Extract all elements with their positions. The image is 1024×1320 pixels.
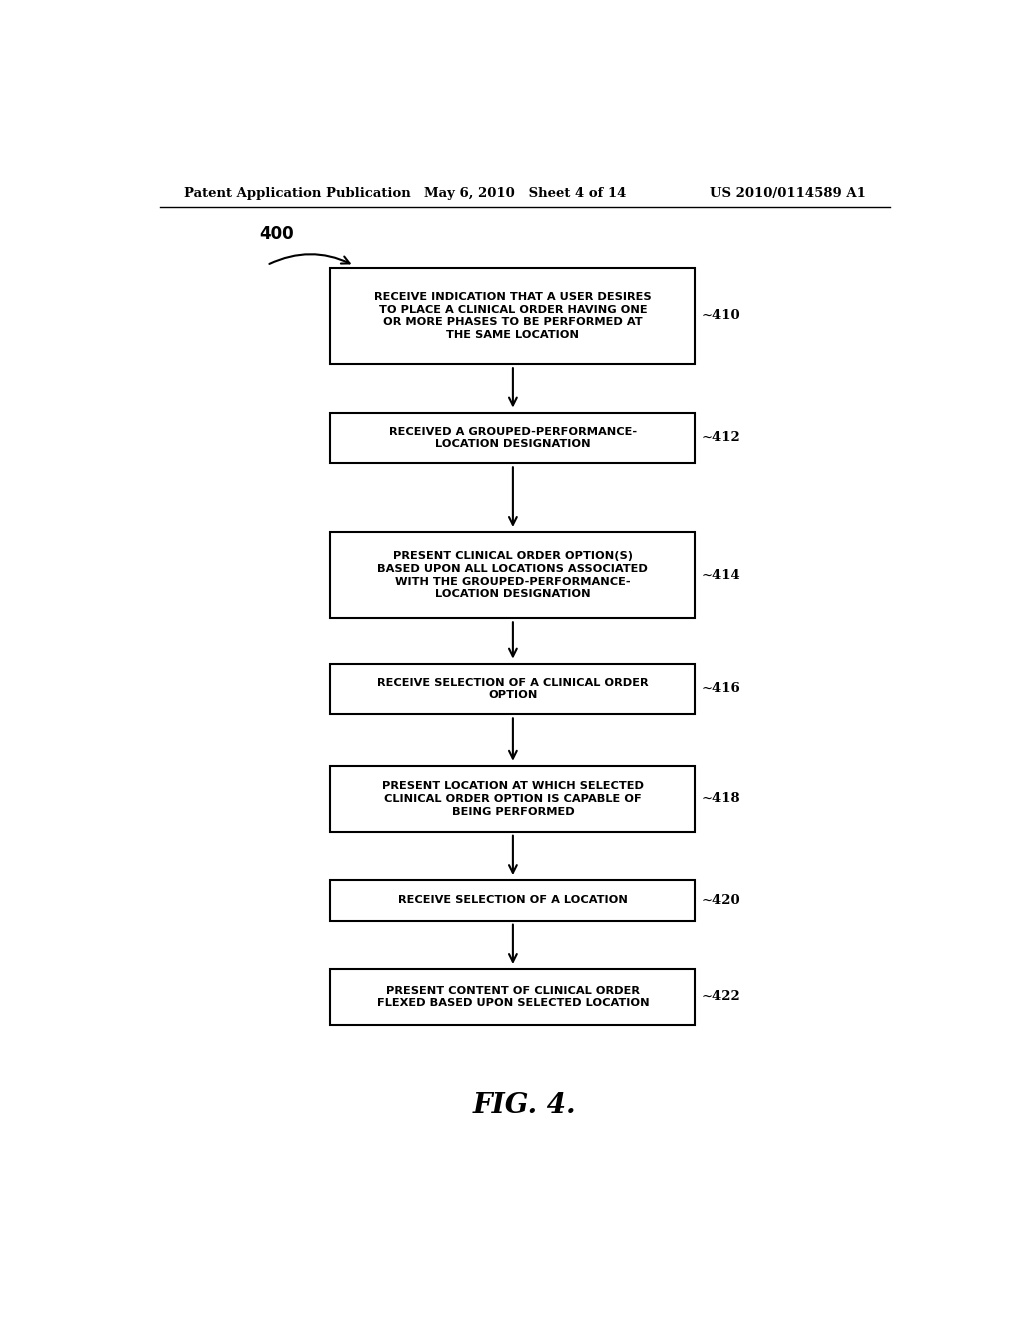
Text: RECEIVE SELECTION OF A LOCATION: RECEIVE SELECTION OF A LOCATION: [398, 895, 628, 906]
Text: ~418: ~418: [701, 792, 740, 805]
FancyBboxPatch shape: [331, 664, 695, 714]
FancyBboxPatch shape: [331, 969, 695, 1024]
FancyBboxPatch shape: [331, 532, 695, 618]
Text: RECEIVED A GROUPED-PERFORMANCE-
LOCATION DESIGNATION: RECEIVED A GROUPED-PERFORMANCE- LOCATION…: [389, 426, 637, 449]
Text: ~414: ~414: [701, 569, 740, 582]
Text: RECEIVE INDICATION THAT A USER DESIRES
TO PLACE A CLINICAL ORDER HAVING ONE
OR M: RECEIVE INDICATION THAT A USER DESIRES T…: [374, 292, 651, 341]
Text: RECEIVE SELECTION OF A CLINICAL ORDER
OPTION: RECEIVE SELECTION OF A CLINICAL ORDER OP…: [377, 677, 649, 701]
Text: Patent Application Publication: Patent Application Publication: [183, 187, 411, 201]
Text: 400: 400: [259, 224, 294, 243]
Text: ~410: ~410: [701, 309, 740, 322]
Text: ~420: ~420: [701, 894, 740, 907]
FancyBboxPatch shape: [331, 268, 695, 364]
Text: ~412: ~412: [701, 432, 740, 445]
Text: FIG. 4.: FIG. 4.: [473, 1092, 577, 1119]
Text: PRESENT LOCATION AT WHICH SELECTED
CLINICAL ORDER OPTION IS CAPABLE OF
BEING PER: PRESENT LOCATION AT WHICH SELECTED CLINI…: [382, 781, 644, 817]
Text: PRESENT CLINICAL ORDER OPTION(S)
BASED UPON ALL LOCATIONS ASSOCIATED
WITH THE GR: PRESENT CLINICAL ORDER OPTION(S) BASED U…: [378, 550, 648, 599]
Text: US 2010/0114589 A1: US 2010/0114589 A1: [711, 187, 866, 201]
FancyBboxPatch shape: [331, 766, 695, 832]
Text: ~422: ~422: [701, 990, 740, 1003]
Text: ~416: ~416: [701, 682, 740, 696]
Text: May 6, 2010   Sheet 4 of 14: May 6, 2010 Sheet 4 of 14: [424, 187, 626, 201]
FancyBboxPatch shape: [331, 880, 695, 921]
Text: PRESENT CONTENT OF CLINICAL ORDER
FLEXED BASED UPON SELECTED LOCATION: PRESENT CONTENT OF CLINICAL ORDER FLEXED…: [377, 986, 649, 1008]
FancyBboxPatch shape: [331, 412, 695, 463]
